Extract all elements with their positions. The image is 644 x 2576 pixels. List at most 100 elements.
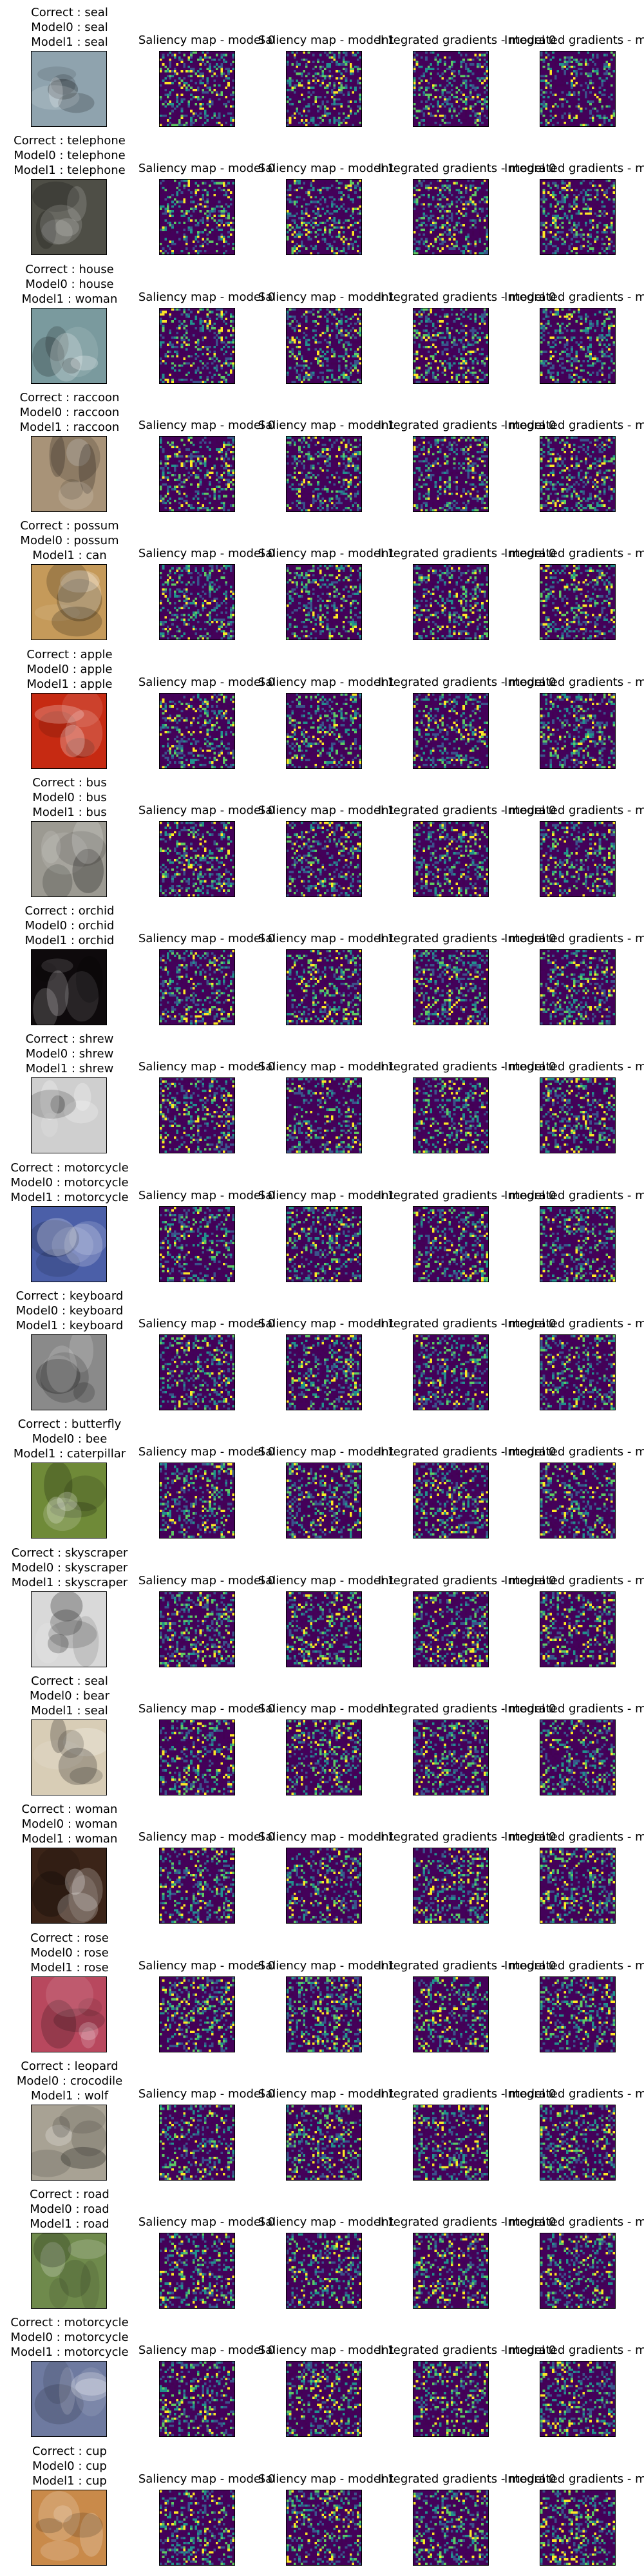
correct-label: Correct : butterfly	[0, 1417, 139, 1432]
map-title: Saliency map - model 0	[129, 290, 284, 305]
sample-row: Correct : woman Model0 : woman Model1 : wo…	[0, 1797, 644, 1925]
model0-label: Model0 : orchid	[0, 918, 139, 933]
saliency-map	[286, 1719, 362, 1795]
saliency-map	[159, 51, 235, 127]
saliency-map	[159, 2233, 235, 2309]
integrated-gradients-map	[540, 1719, 616, 1795]
prediction-labels: Correct : road Model0 : road Model1 : road	[0, 2187, 139, 2231]
map-title: Integrated gradients - model 1	[504, 1316, 644, 1331]
model1-label: Model1 : rose	[0, 1960, 139, 1975]
model1-label: Model1 : cup	[0, 2474, 139, 2488]
saliency-map	[286, 1463, 362, 1539]
correct-label: Correct : motorcycle	[0, 1160, 139, 1175]
input-image	[31, 307, 107, 384]
sample-row: Correct : house Model0 : house Model1 : wo…	[0, 257, 644, 385]
map-title: Saliency map - model 0	[129, 1830, 284, 1844]
sample-row: Correct : raccoon Model0 : raccoon Model1 …	[0, 385, 644, 513]
map-title: Saliency map - model 0	[129, 2215, 284, 2230]
map-title: Integrated gradients - model 0	[378, 2343, 556, 2358]
sample-row: Correct : keyboard Model0 : keyboard Model…	[0, 1283, 644, 1412]
saliency-map	[159, 1463, 235, 1539]
prediction-labels: Correct : motorcycle Model0 : motorcycle M…	[0, 1160, 139, 1205]
saliency-map	[286, 564, 362, 641]
integrated-gradients-map	[540, 1848, 616, 1924]
map-title: Saliency map - model 0	[129, 546, 284, 561]
input-image	[31, 435, 107, 512]
correct-label: Correct : rose	[0, 1931, 139, 1946]
saliency-map	[286, 1591, 362, 1667]
map-title: Integrated gradients - model 1	[504, 2215, 644, 2230]
model1-label: Model1 : wolf	[0, 2088, 139, 2103]
integrated-gradients-map	[540, 564, 616, 641]
map-title: Integrated gradients - model 1	[504, 33, 644, 48]
prediction-labels: Correct : orchid Model0 : orchid Model1 : …	[0, 904, 139, 948]
map-title: Integrated gradients - model 1	[504, 418, 644, 433]
map-title: Integrated gradients - model 0	[378, 290, 556, 305]
integrated-gradients-map	[540, 435, 616, 512]
map-title: Integrated gradients - model 1	[504, 161, 644, 176]
map-title: Saliency map - model 0	[129, 1059, 284, 1074]
saliency-map	[286, 1848, 362, 1924]
integrated-gradients-map	[540, 179, 616, 256]
saliency-map	[286, 692, 362, 769]
input-image	[31, 1591, 107, 1667]
sample-row: Correct : seal Model0 : seal Model1 : seal…	[0, 0, 644, 128]
integrated-gradients-map	[413, 435, 489, 512]
saliency-map	[159, 564, 235, 641]
sample-row: Correct : skyscraper Model0 : skyscraper M…	[0, 1540, 644, 1669]
prediction-labels: Correct : bus Model0 : bus Model1 : bus	[0, 775, 139, 820]
map-title: Integrated gradients - model 0	[378, 418, 556, 433]
map-title: Integrated gradients - model 0	[378, 1830, 556, 1844]
saliency-map	[286, 1206, 362, 1282]
input-image	[31, 51, 107, 127]
correct-label: Correct : leopard	[0, 2059, 139, 2074]
correct-label: Correct : cup	[0, 2444, 139, 2459]
model0-label: Model0 : seal	[0, 20, 139, 35]
map-title: Integrated gradients - model 0	[378, 2215, 556, 2230]
model0-label: Model0 : crocodile	[0, 2074, 139, 2088]
map-title: Saliency map - model 1	[249, 1316, 404, 1331]
sample-row: Correct : apple Model0 : apple Model1 : ap…	[0, 642, 644, 770]
map-title: Saliency map - model 1	[249, 803, 404, 818]
model0-label: Model0 : skyscraper	[0, 1560, 139, 1575]
prediction-labels: Correct : cup Model0 : cup Model1 : cup	[0, 2444, 139, 2488]
map-title: Integrated gradients - model 0	[378, 1444, 556, 1459]
saliency-map	[286, 1976, 362, 2052]
integrated-gradients-map	[413, 692, 489, 769]
saliency-map	[286, 1077, 362, 1154]
prediction-labels: Correct : shrew Model0 : shrew Model1 : sh…	[0, 1032, 139, 1076]
map-title: Saliency map - model 0	[129, 803, 284, 818]
map-title: Integrated gradients - model 0	[378, 1701, 556, 1716]
model1-label: Model1 : seal	[0, 1703, 139, 1718]
prediction-labels: Correct : woman Model0 : woman Model1 : wo…	[0, 1802, 139, 1846]
integrated-gradients-map	[413, 949, 489, 1026]
integrated-gradients-map	[413, 1077, 489, 1154]
model1-label: Model1 : raccoon	[0, 420, 139, 435]
correct-label: Correct : telephone	[0, 133, 139, 148]
model1-label: Model1 : shrew	[0, 1061, 139, 1076]
prediction-labels: Correct : raccoon Model0 : raccoon Model1 …	[0, 390, 139, 435]
map-title: Integrated gradients - model 1	[504, 2087, 644, 2101]
integrated-gradients-map	[413, 2104, 489, 2181]
input-image	[31, 692, 107, 769]
saliency-map	[286, 2104, 362, 2181]
model0-label: Model0 : house	[0, 277, 139, 292]
correct-label: Correct : motorcycle	[0, 2315, 139, 2330]
model1-label: Model1 : road	[0, 2217, 139, 2231]
saliency-map	[159, 820, 235, 897]
map-title: Integrated gradients - model 1	[504, 1830, 644, 1844]
map-title: Saliency map - model 1	[249, 2472, 404, 2486]
map-title: Integrated gradients - model 1	[504, 2472, 644, 2486]
map-title: Saliency map - model 0	[129, 1958, 284, 1973]
integrated-gradients-map	[540, 307, 616, 384]
saliency-map	[159, 179, 235, 256]
saliency-map	[286, 179, 362, 256]
map-title: Integrated gradients - model 1	[504, 1701, 644, 1716]
map-title: Integrated gradients - model 0	[378, 2087, 556, 2101]
prediction-labels: Correct : apple Model0 : apple Model1 : ap…	[0, 647, 139, 692]
correct-label: Correct : orchid	[0, 904, 139, 918]
correct-label: Correct : woman	[0, 1802, 139, 1817]
map-title: Saliency map - model 1	[249, 1573, 404, 1588]
integrated-gradients-map	[540, 692, 616, 769]
model1-label: Model1 : skyscraper	[0, 1575, 139, 1590]
